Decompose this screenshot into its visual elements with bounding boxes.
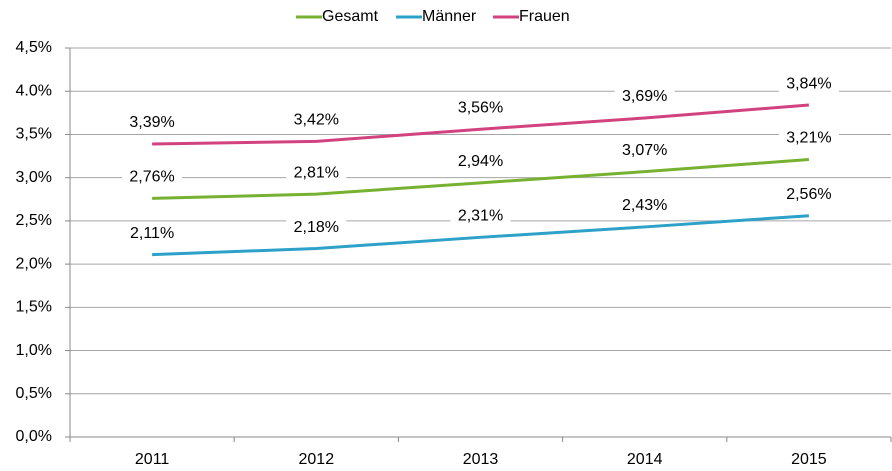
data-label: 3,07% — [622, 142, 667, 159]
data-label: 2,76% — [129, 169, 174, 186]
data-label: 2,18% — [294, 219, 339, 236]
label-background — [778, 74, 839, 95]
data-label: 2,43% — [622, 197, 667, 214]
label-background — [286, 217, 347, 238]
label-background — [778, 128, 839, 149]
y-tick-label: 2,0% — [16, 255, 52, 272]
label-background — [122, 223, 183, 244]
label-background — [778, 184, 839, 205]
x-tick-label: 2014 — [627, 451, 663, 468]
data-label: 3,42% — [294, 112, 339, 129]
x-tick-label: 2012 — [299, 451, 335, 468]
y-tick-label: 0,0% — [16, 428, 52, 445]
data-label: 2,81% — [294, 164, 339, 181]
x-tick-label: 2011 — [135, 451, 170, 468]
x-tick-label: 2015 — [791, 451, 827, 468]
data-label: 2,56% — [786, 186, 831, 203]
label-background — [614, 195, 675, 216]
line-series — [152, 214, 810, 257]
label-background — [450, 206, 511, 227]
data-label: 3,84% — [786, 75, 831, 92]
label-background — [286, 163, 347, 184]
y-tick-label: 4,5% — [16, 39, 52, 56]
legend-label: Frauen — [519, 8, 570, 25]
legend-label: Gesamt — [322, 8, 379, 25]
line-series — [152, 103, 810, 146]
data-label: 3,21% — [786, 130, 831, 147]
y-tick-label: 3,5% — [16, 126, 52, 143]
y-tick-label: 0,5% — [16, 385, 52, 402]
legend-label: Männer — [422, 8, 477, 25]
data-label: 3,56% — [458, 99, 503, 116]
label-background — [122, 112, 183, 133]
y-tick-label: 4.0% — [16, 82, 52, 99]
y-tick-label: 3,0% — [16, 169, 52, 186]
data-label: 2,31% — [458, 208, 503, 225]
label-background — [450, 98, 511, 119]
y-tick-label: 1,5% — [16, 299, 52, 316]
line-series — [152, 158, 810, 200]
label-background — [614, 87, 675, 108]
label-background — [122, 167, 183, 188]
label-background — [614, 140, 675, 161]
y-tick-label: 2,5% — [16, 212, 52, 229]
data-label: 2,11% — [130, 225, 174, 242]
label-background — [450, 151, 511, 172]
x-tick-label: 2013 — [463, 451, 499, 468]
data-label: 3,69% — [622, 88, 667, 105]
y-tick-label: 1,0% — [16, 342, 52, 359]
data-label: 3,39% — [129, 114, 174, 131]
label-background — [286, 110, 347, 131]
data-label: 2,94% — [458, 153, 503, 170]
